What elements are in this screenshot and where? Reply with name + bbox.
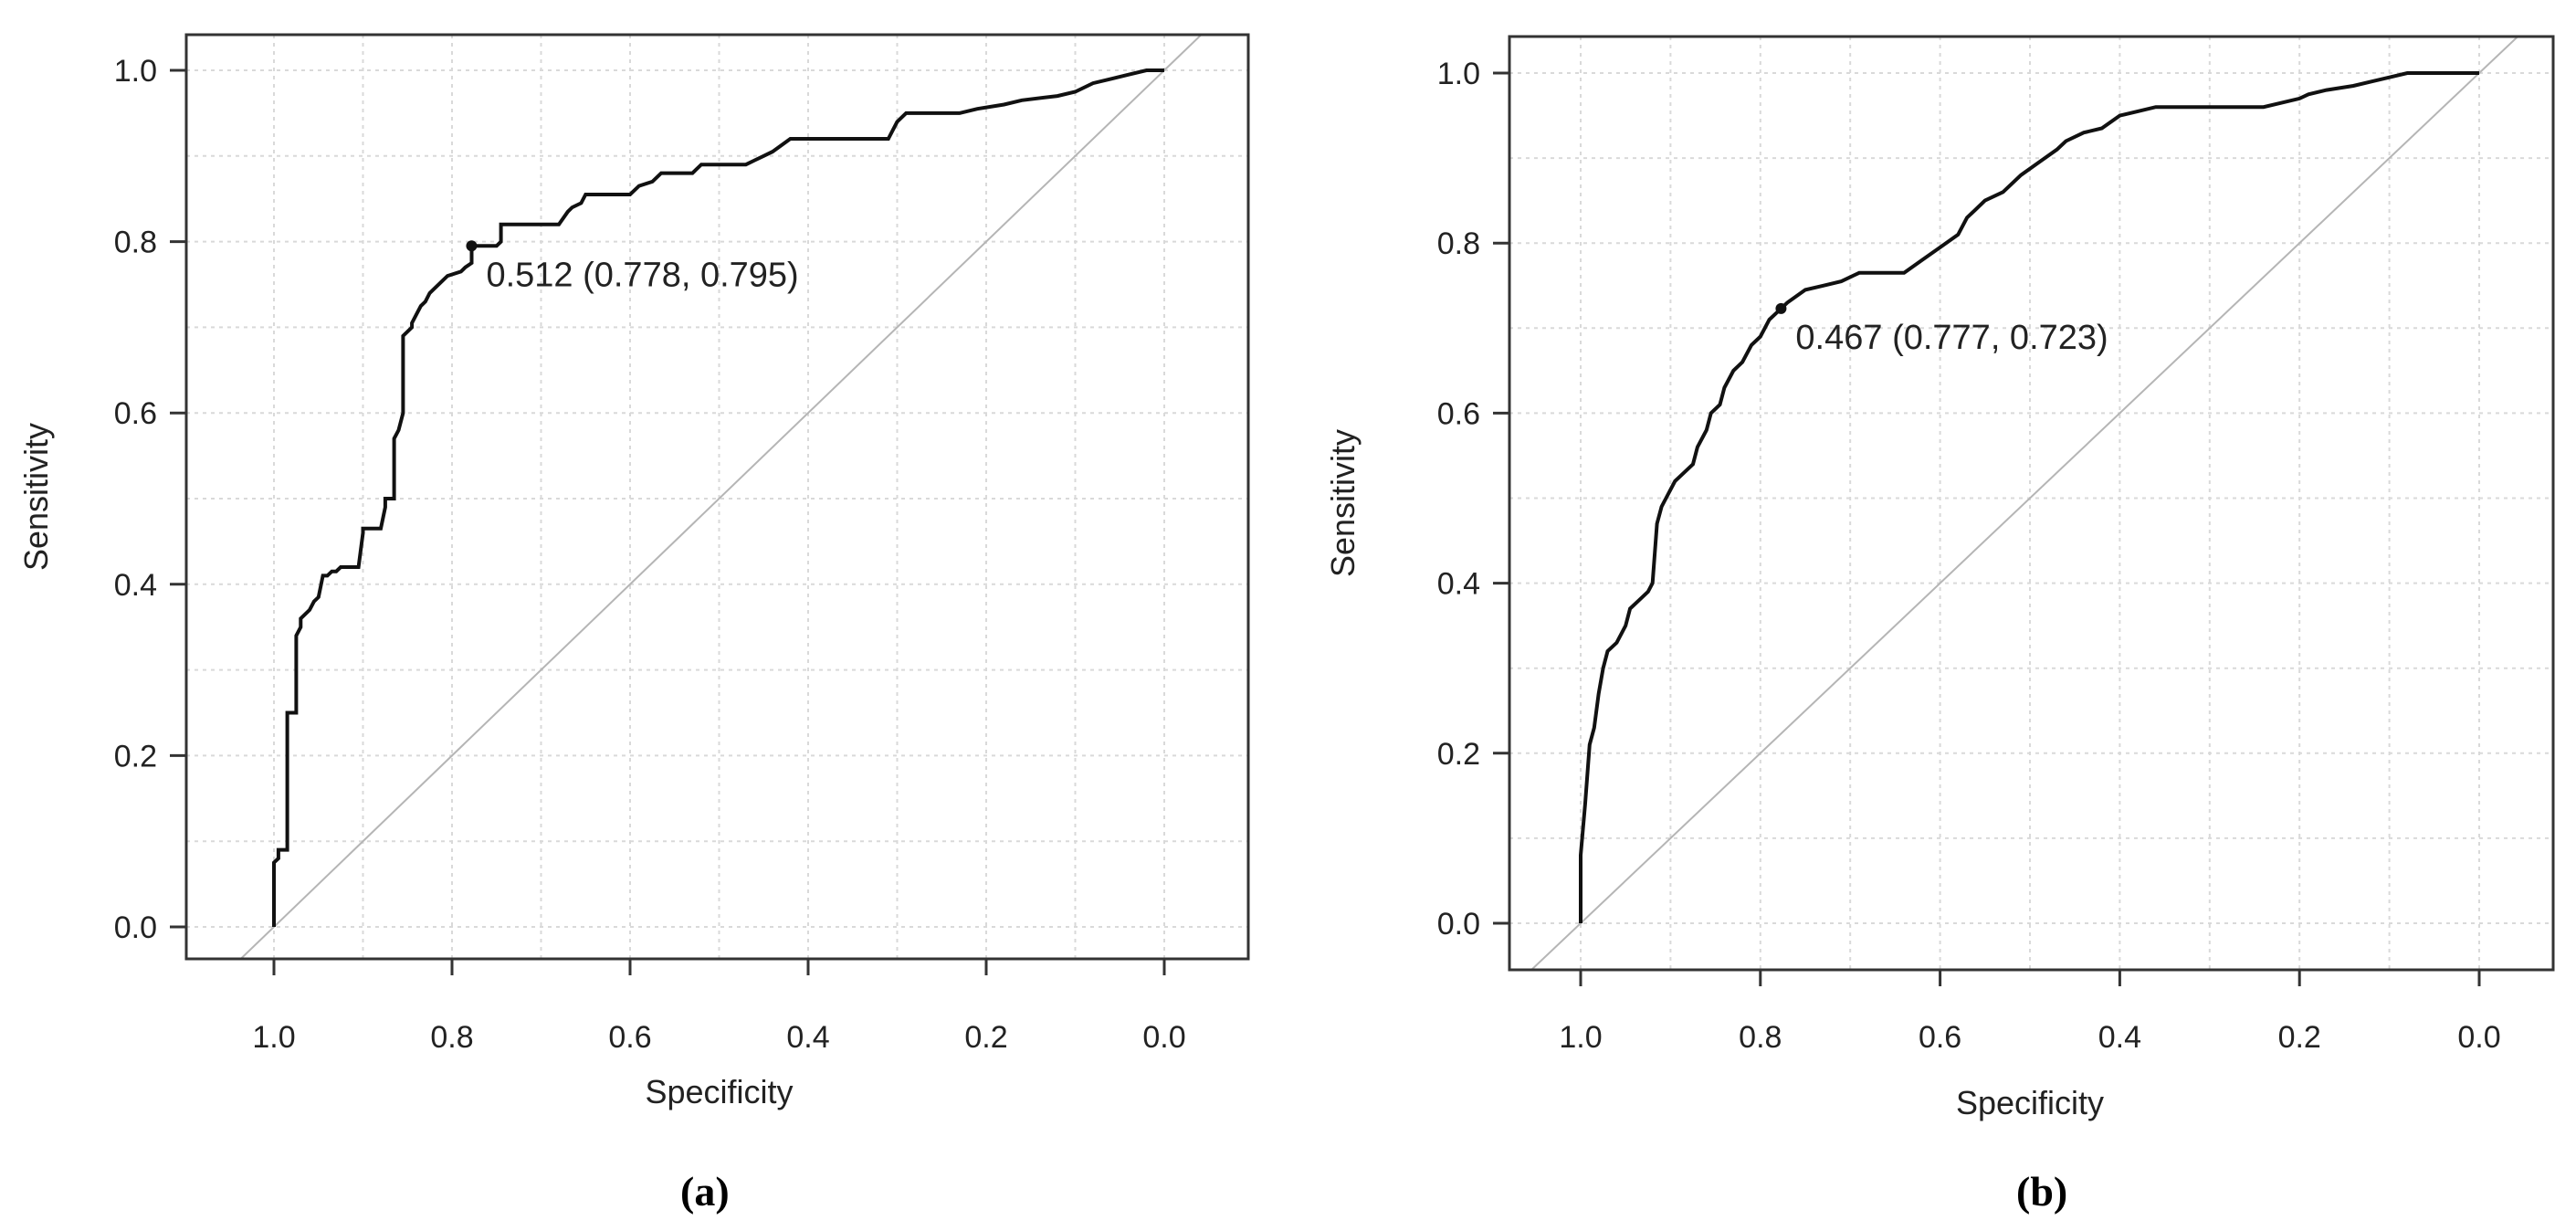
y-tick-label: 0.2: [114, 739, 157, 773]
y-tick-label: 1.0: [114, 54, 157, 89]
threshold-point: [1775, 302, 1787, 314]
y-tick-label: 0.4: [114, 568, 157, 603]
threshold-annotation: 0.512 (0.778, 0.795): [486, 256, 798, 294]
x-tick-label: 0.6: [608, 1020, 651, 1055]
y-tick-label: 0.6: [1437, 396, 1480, 431]
y-tick-label: 0.2: [1437, 737, 1480, 772]
roc-panel-b: 1.0 0.8 0.6 0.4 0.2 0.0 0.0 0.2 0.4 0.6 0.8 1.0 Spec…: [1324, 35, 2555, 1121]
panel-label-a: (a): [680, 1168, 730, 1215]
y-tick-label: 0.0: [114, 910, 157, 945]
x-tick-label: 0.0: [2457, 1020, 2500, 1055]
x-tick-label: 0.4: [2098, 1020, 2141, 1055]
y-tick-label: 0.8: [114, 226, 157, 260]
x-tick-label: 0.8: [1739, 1020, 1782, 1055]
reference-diagonal-line: [1530, 37, 2519, 970]
y-tick-label: 0.0: [1437, 907, 1480, 942]
roc-curve-line: [1579, 71, 2479, 923]
roc-panel-a: 1.0 0.8 0.6 0.4 0.2 0.0 0.0 0.2 0.4 0.6 0.8 1.0 Spec…: [17, 33, 1250, 1110]
reference-diagonal-line: [239, 35, 1203, 959]
x-axis-label: Specificity: [645, 1073, 793, 1110]
x-tick-label: 0.4: [786, 1020, 829, 1055]
x-tick-label: 0.0: [1142, 1020, 1185, 1055]
x-tick-label: 1.0: [1559, 1020, 1602, 1055]
plot-frame: [184, 33, 1250, 961]
y-axis-label: Sensitivity: [1324, 429, 1362, 577]
y-tick-label: 1.0: [1437, 57, 1480, 91]
panel-label-b: (b): [2016, 1168, 2068, 1215]
y-tick-label: 0.6: [114, 396, 157, 431]
threshold-point: [466, 240, 478, 252]
x-tick-label: 1.0: [252, 1020, 295, 1055]
x-tick-label: 0.8: [430, 1020, 473, 1055]
y-axis-label: Sensitivity: [17, 423, 55, 571]
plot-frame: [1508, 35, 2555, 972]
x-tick-label: 0.6: [1919, 1020, 1961, 1055]
y-tick-label: 0.8: [1437, 226, 1480, 261]
x-tick-label: 0.2: [964, 1020, 1007, 1055]
y-tick-label: 0.4: [1437, 567, 1480, 602]
threshold-annotation: 0.467 (0.777, 0.723): [1795, 319, 2108, 357]
x-tick-label: 0.2: [2278, 1020, 2321, 1055]
x-axis-label: Specificity: [1956, 1084, 2104, 1121]
roc-curve-line: [272, 68, 1164, 927]
